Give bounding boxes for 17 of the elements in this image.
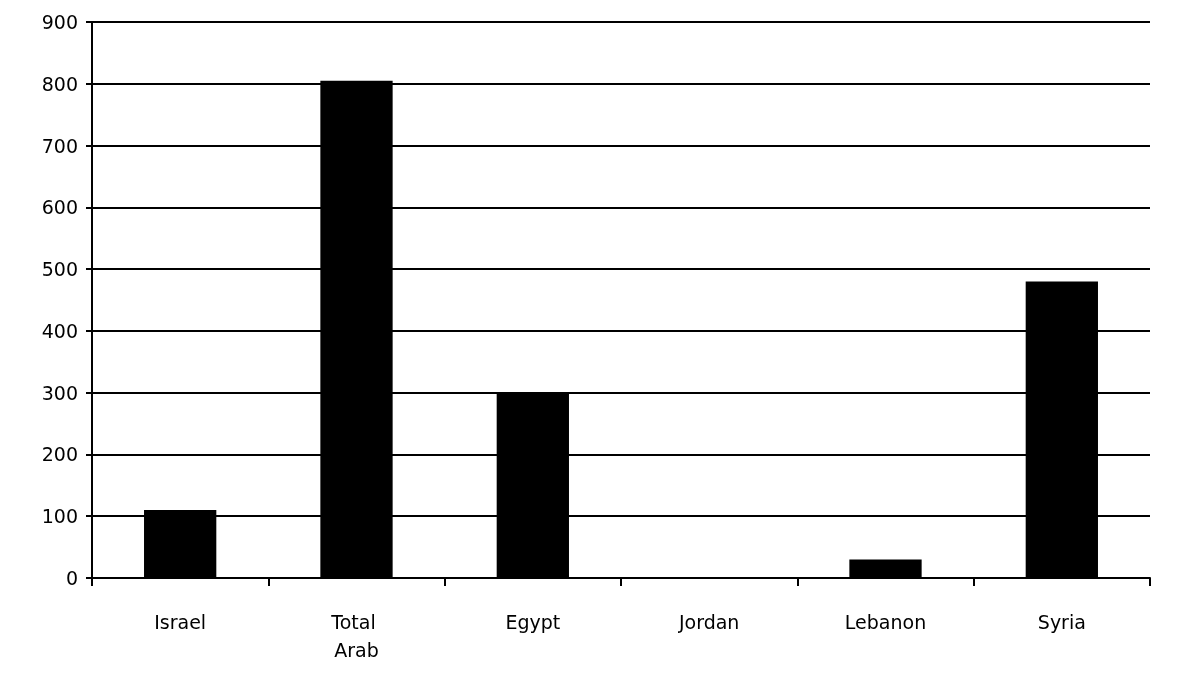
y-tick-label: 900 xyxy=(41,11,78,33)
y-tick-label: 0 xyxy=(65,567,78,589)
bar xyxy=(849,559,922,578)
x-tick-label: Egypt xyxy=(505,611,561,633)
x-tick-label: Israel xyxy=(154,611,207,633)
y-tick-label: 300 xyxy=(41,381,78,404)
y-tick-label: 200 xyxy=(41,443,78,466)
y-tick-label: 700 xyxy=(41,134,78,157)
y-tick-label: 600 xyxy=(41,196,78,219)
x-tick-label: Lebanon xyxy=(844,611,927,633)
x-tick-label: Total Arab xyxy=(330,611,382,661)
y-tick-label: 500 xyxy=(41,258,78,281)
y-tick-label: 100 xyxy=(41,505,78,528)
y-tick-label: 800 xyxy=(41,72,78,95)
x-tick-label: Jordan xyxy=(677,611,740,633)
y-tick-label: 400 xyxy=(41,319,78,342)
x-tick-label: Syria xyxy=(1037,611,1086,633)
